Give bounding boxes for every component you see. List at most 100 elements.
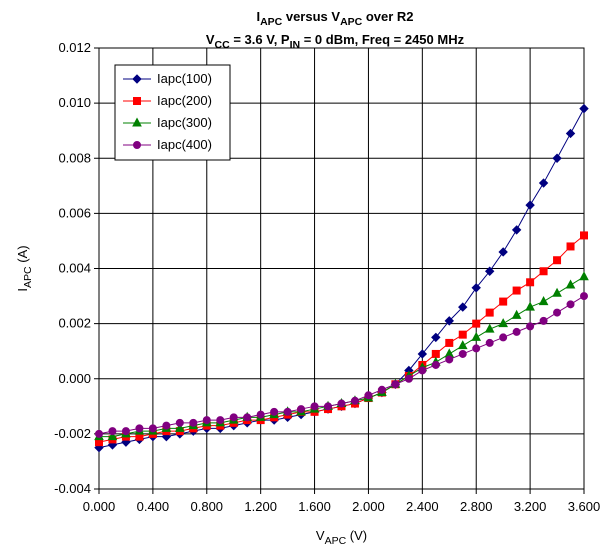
marker — [566, 242, 575, 251]
chart-title-part: versus V — [282, 9, 340, 24]
legend-label: Iapc(400) — [157, 137, 212, 152]
marker — [458, 302, 468, 312]
marker — [553, 256, 562, 265]
x-tick-label: 3.200 — [514, 499, 547, 514]
y-tick-label: 0.010 — [58, 95, 91, 110]
marker — [484, 266, 495, 276]
marker — [538, 178, 549, 188]
marker — [132, 74, 142, 84]
marker — [566, 300, 575, 309]
y-tick-label: -0.004 — [54, 481, 91, 496]
marker — [484, 323, 495, 333]
y-tick-label: 0.004 — [58, 261, 91, 276]
chart-title: IAPC versus VAPC over R2 — [256, 9, 413, 28]
marker — [229, 413, 238, 422]
chart-title-sub: APC — [260, 16, 283, 28]
marker — [337, 399, 346, 408]
x-axis-title-part: V — [316, 528, 325, 543]
marker — [133, 97, 141, 105]
legend-label: Iapc(300) — [157, 115, 212, 130]
marker — [121, 427, 130, 436]
y-tick-label: 0.000 — [58, 371, 91, 386]
marker — [431, 332, 441, 343]
marker — [512, 327, 521, 336]
marker — [135, 424, 144, 433]
marker — [525, 301, 535, 311]
marker — [472, 319, 481, 328]
marker — [431, 349, 440, 358]
y-tick-label: 0.012 — [58, 40, 91, 55]
marker — [580, 292, 588, 301]
marker — [310, 402, 319, 411]
marker — [579, 103, 589, 114]
y-tick-label: 0.008 — [58, 150, 91, 165]
x-axis-title-part: (V) — [346, 528, 367, 543]
x-tick-label: 1.600 — [298, 499, 331, 514]
marker — [256, 410, 265, 419]
marker — [417, 349, 428, 359]
marker — [472, 344, 481, 353]
marker — [297, 405, 306, 414]
y-tick-label: 0.002 — [58, 316, 91, 331]
x-tick-label: 2.400 — [406, 499, 439, 514]
marker — [498, 318, 508, 328]
marker — [445, 355, 454, 364]
marker — [243, 413, 252, 422]
x-tick-label: 1.200 — [244, 499, 277, 514]
marker — [565, 128, 576, 139]
marker — [364, 391, 373, 400]
marker — [526, 278, 535, 287]
chart-title-part: I — [256, 9, 260, 24]
marker — [552, 153, 562, 163]
marker — [538, 296, 549, 306]
marker — [391, 380, 400, 389]
legend-label: Iapc(100) — [157, 71, 212, 86]
y-axis-title-part: I — [15, 288, 30, 292]
y-axis-title-sub: APC — [22, 266, 34, 288]
chart-subtitle-part: = 0 dBm, Freq = 2450 MHz — [300, 32, 465, 47]
series-line — [99, 276, 585, 438]
marker — [132, 117, 142, 127]
marker — [485, 338, 494, 347]
marker — [525, 200, 535, 210]
marker — [511, 225, 522, 235]
x-tick-label: 2.000 — [352, 499, 385, 514]
marker — [444, 316, 454, 326]
chart-title-sub: APC — [340, 16, 363, 28]
marker — [283, 407, 292, 416]
marker — [471, 331, 482, 341]
marker — [148, 424, 157, 433]
marker — [553, 308, 562, 317]
marker — [565, 279, 576, 289]
x-tick-label: 0.800 — [191, 499, 224, 514]
chart-subtitle-sub: CC — [215, 39, 231, 51]
marker — [404, 374, 413, 383]
marker — [108, 427, 117, 436]
marker — [216, 416, 225, 425]
x-tick-label: 0.400 — [137, 499, 170, 514]
x-tick-label: 2.800 — [460, 499, 493, 514]
marker — [350, 396, 359, 405]
marker — [418, 366, 427, 375]
marker — [552, 287, 562, 297]
marker — [526, 322, 535, 331]
marker — [107, 431, 118, 441]
marker — [270, 407, 279, 416]
marker — [485, 308, 494, 317]
marker — [458, 349, 467, 358]
marker — [539, 316, 548, 325]
x-axis-title: VAPC (V) — [316, 528, 367, 547]
x-tick-label: 0.000 — [83, 499, 116, 514]
marker — [579, 271, 589, 281]
marker — [133, 141, 141, 149]
series-line — [98, 235, 585, 443]
y-axis-title: IAPC (A) — [15, 245, 34, 291]
marker — [162, 421, 171, 430]
marker — [499, 297, 508, 306]
marker — [431, 360, 440, 369]
y-tick-label: 0.006 — [58, 205, 91, 220]
marker — [512, 286, 521, 295]
marker — [458, 330, 467, 339]
